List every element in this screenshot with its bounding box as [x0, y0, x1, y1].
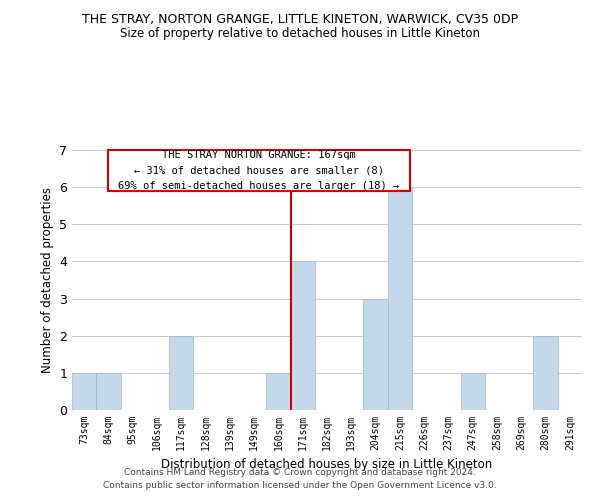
Bar — [290, 262, 315, 410]
Text: THE STRAY, NORTON GRANGE, LITTLE KINETON, WARWICK, CV35 0DP: THE STRAY, NORTON GRANGE, LITTLE KINETON… — [82, 12, 518, 26]
Bar — [266, 373, 290, 410]
FancyBboxPatch shape — [109, 150, 410, 191]
Text: Size of property relative to detached houses in Little Kineton: Size of property relative to detached ho… — [120, 28, 480, 40]
Bar — [461, 373, 485, 410]
Bar — [169, 336, 193, 410]
Bar — [364, 298, 388, 410]
Bar — [72, 373, 96, 410]
Text: THE STRAY NORTON GRANGE: 167sqm
← 31% of detached houses are smaller (8)
69% of : THE STRAY NORTON GRANGE: 167sqm ← 31% of… — [118, 150, 400, 191]
Bar — [533, 336, 558, 410]
Bar — [388, 187, 412, 410]
Text: Contains HM Land Registry data © Crown copyright and database right 2024.
Contai: Contains HM Land Registry data © Crown c… — [103, 468, 497, 490]
Bar — [96, 373, 121, 410]
Y-axis label: Number of detached properties: Number of detached properties — [41, 187, 53, 373]
X-axis label: Distribution of detached houses by size in Little Kineton: Distribution of detached houses by size … — [161, 458, 493, 471]
